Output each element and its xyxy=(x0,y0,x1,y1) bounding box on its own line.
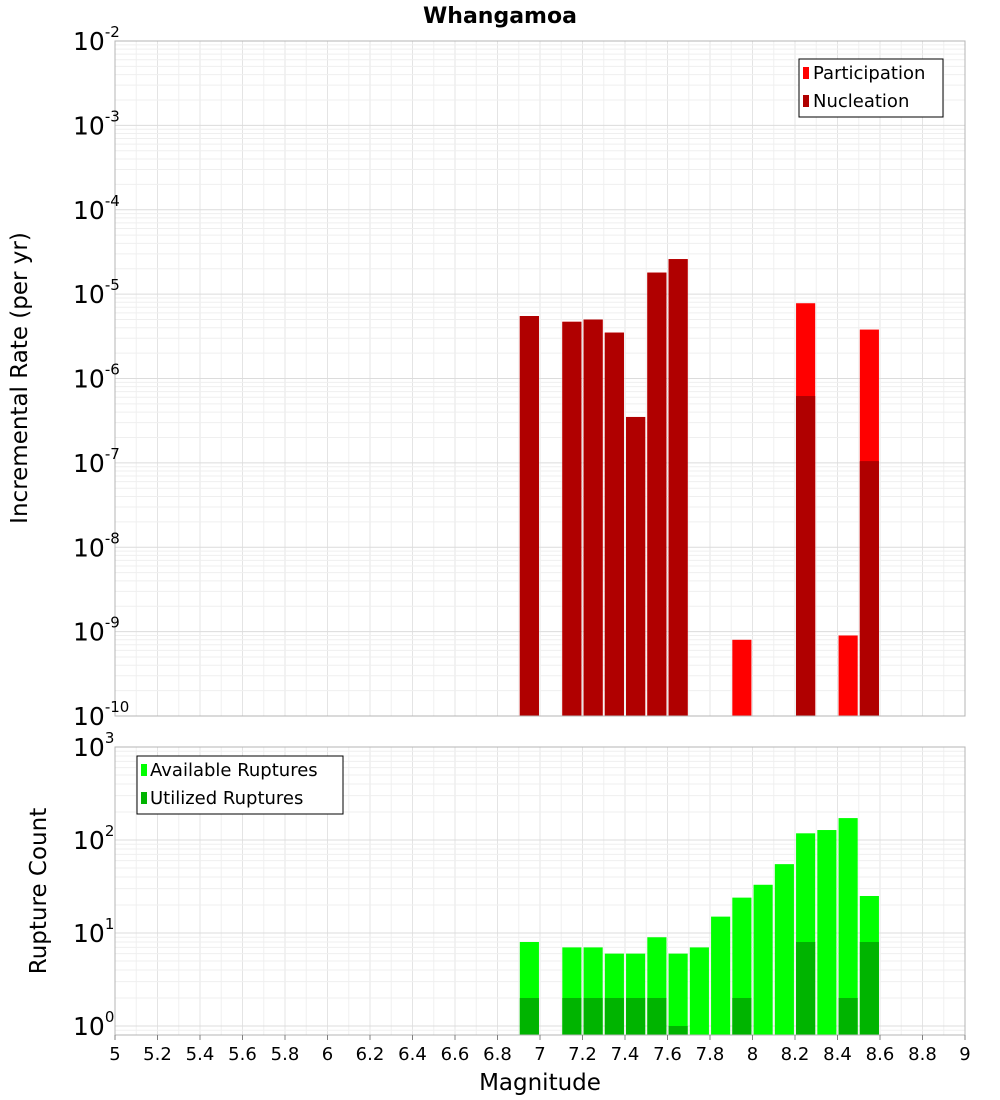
bar-nucleation-7.65 xyxy=(668,259,688,716)
y-tick-label: 100 xyxy=(73,1008,114,1041)
x-tick-label: 8.6 xyxy=(866,1044,895,1065)
bar-available-ruptures-8.05 xyxy=(753,884,773,1035)
bar-nucleation-8.25 xyxy=(796,396,816,716)
top-plot-area: 10-10 10-9 10-8 10-7 10-6 10-5 10-4 10-3 10-2 xyxy=(73,23,966,731)
y-tick-label: 10-10 xyxy=(73,698,129,731)
top-y-axis-label: Incremental Rate (per yr) xyxy=(7,232,33,524)
legend-swatch-participation xyxy=(803,67,809,79)
bar-utilized-ruptures-7.15 xyxy=(562,997,582,1035)
bar-available-ruptures-7.85 xyxy=(711,916,731,1035)
bar-participation-7.95 xyxy=(732,639,752,716)
bar-utilized-ruptures-8.45 xyxy=(838,997,858,1035)
x-tick-label: 6 xyxy=(322,1044,333,1065)
bar-available-ruptures-8.35 xyxy=(817,830,837,1035)
x-tick-label: 6.4 xyxy=(398,1044,427,1065)
x-tick-label: 7.4 xyxy=(611,1044,640,1065)
bar-nucleation-8.55 xyxy=(859,461,879,716)
x-tick-label: 5.4 xyxy=(186,1044,215,1065)
count-vertical-grid xyxy=(114,747,966,1035)
y-tick-label: 103 xyxy=(73,729,114,762)
bar-nucleation-7.25 xyxy=(583,319,603,716)
bar-utilized-ruptures-6.95 xyxy=(519,997,539,1035)
legend-swatch-utilized xyxy=(141,792,147,804)
x-tick-label: 8.8 xyxy=(908,1044,937,1065)
y-tick-label: 10-2 xyxy=(73,23,120,56)
y-tick-label: 10-8 xyxy=(73,529,120,562)
x-tick-label: 9 xyxy=(959,1044,970,1065)
bottom-legend: Available Ruptures Utilized Ruptures xyxy=(136,755,344,815)
bar-utilized-ruptures-8.55 xyxy=(859,942,879,1035)
x-tick-label: 6.6 xyxy=(441,1044,470,1065)
y-tick-label: 10-5 xyxy=(73,276,120,309)
bar-available-ruptures-8.45 xyxy=(838,818,858,1035)
bar-available-ruptures-7.75 xyxy=(689,947,709,1035)
y-tick-label: 10-6 xyxy=(73,361,120,394)
bar-available-ruptures-8.15 xyxy=(774,864,794,1035)
count-series-utilized-ruptures xyxy=(519,942,879,1035)
legend-swatch-available xyxy=(141,764,147,776)
bottom-y-axis-label: Rupture Count xyxy=(26,808,52,974)
x-tick-label: 5.6 xyxy=(228,1044,257,1065)
bar-utilized-ruptures-8.25 xyxy=(796,942,816,1035)
bar-nucleation-7.45 xyxy=(626,416,646,716)
y-tick-label: 102 xyxy=(73,822,114,855)
x-tick-label: 7.8 xyxy=(696,1044,725,1065)
x-tick-label: 5.8 xyxy=(271,1044,300,1065)
x-tick-label: 7 xyxy=(534,1044,545,1065)
y-tick-label: 10-7 xyxy=(73,445,120,478)
x-tick-label: 8.2 xyxy=(781,1044,810,1065)
legend-label-utilized: Utilized Ruptures xyxy=(150,788,303,809)
y-tick-label: 10-4 xyxy=(73,192,120,225)
x-tick-label: 6.2 xyxy=(356,1044,385,1065)
x-tick-label: 6.8 xyxy=(483,1044,512,1065)
bar-nucleation-7.55 xyxy=(647,272,667,716)
bar-nucleation-7.15 xyxy=(562,321,582,716)
top-legend: Participation Nucleation xyxy=(798,58,944,118)
bar-nucleation-6.95 xyxy=(519,316,539,716)
legend-label-nucleation: Nucleation xyxy=(813,91,909,112)
bar-utilized-ruptures-7.65 xyxy=(668,1025,688,1035)
bar-utilized-ruptures-7.95 xyxy=(732,997,752,1035)
bar-utilized-ruptures-7.55 xyxy=(647,997,667,1035)
bottom-plot-area: 100 101 102 103 xyxy=(73,729,966,1041)
bar-available-ruptures-7.65 xyxy=(668,953,688,1035)
x-tick-label: 7.2 xyxy=(568,1044,597,1065)
x-tick-label: 5 xyxy=(109,1044,120,1065)
bar-utilized-ruptures-7.25 xyxy=(583,997,603,1035)
x-tick-label: 7.6 xyxy=(653,1044,682,1065)
x-axis-ticks: 5 5.2 5.4 5.6 5.8 6 6.2 6.4 6.6 6.8 7 7.2 7.4 7.6 7.8 8… xyxy=(109,1035,971,1065)
x-tick-label: 8.4 xyxy=(823,1044,852,1065)
bar-utilized-ruptures-7.45 xyxy=(626,997,646,1035)
legend-label-available: Available Ruptures xyxy=(150,760,318,781)
legend-label-participation: Participation xyxy=(813,63,925,84)
y-tick-label: 10-3 xyxy=(73,107,120,140)
x-axis-label: Magnitude xyxy=(479,1070,601,1096)
bar-nucleation-7.35 xyxy=(604,332,624,716)
legend-swatch-nucleation xyxy=(803,95,809,107)
x-tick-label: 8 xyxy=(747,1044,758,1065)
rate-series-nucleation xyxy=(519,259,879,716)
bar-participation-8.45 xyxy=(838,635,858,716)
bar-utilized-ruptures-7.35 xyxy=(604,997,624,1035)
chart-title: Whangamoa xyxy=(423,4,577,29)
y-tick-label: 10-9 xyxy=(73,614,120,647)
x-tick-label: 5.2 xyxy=(143,1044,172,1065)
y-tick-label: 101 xyxy=(73,915,114,948)
